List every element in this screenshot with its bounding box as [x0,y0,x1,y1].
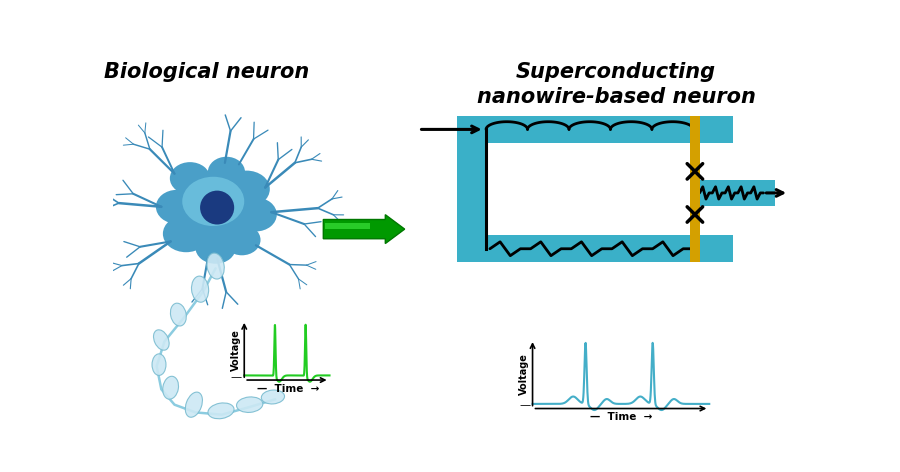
Ellipse shape [223,170,270,208]
Text: Biological neuron: Biological neuron [104,62,310,82]
Ellipse shape [237,397,263,413]
Ellipse shape [170,162,211,194]
FancyBboxPatch shape [457,116,486,262]
Ellipse shape [207,253,224,279]
Ellipse shape [200,191,234,225]
FancyBboxPatch shape [457,116,733,143]
Ellipse shape [261,390,284,404]
Ellipse shape [154,330,169,350]
Text: —: — [519,400,530,411]
FancyArrow shape [325,223,370,229]
Ellipse shape [192,276,209,302]
Ellipse shape [163,376,178,399]
Ellipse shape [208,157,245,187]
Ellipse shape [223,225,260,255]
FancyBboxPatch shape [694,180,775,206]
Ellipse shape [152,354,166,375]
FancyBboxPatch shape [690,116,700,262]
FancyBboxPatch shape [457,235,733,262]
Ellipse shape [182,177,244,226]
FancyArrow shape [323,215,405,244]
Text: —  Time  →: — Time → [257,384,320,394]
Text: —  Time  →: — Time → [590,412,652,422]
Ellipse shape [235,198,277,231]
Ellipse shape [156,190,198,224]
Ellipse shape [170,303,186,326]
Ellipse shape [172,172,262,249]
Text: Voltage: Voltage [519,353,529,395]
Text: Superconducting
nanowire-based neuron: Superconducting nanowire-based neuron [477,62,756,107]
Ellipse shape [163,215,210,252]
Text: Voltage: Voltage [231,329,241,371]
Text: —: — [231,372,242,382]
Ellipse shape [208,403,234,419]
Ellipse shape [185,392,202,417]
Ellipse shape [195,231,236,264]
